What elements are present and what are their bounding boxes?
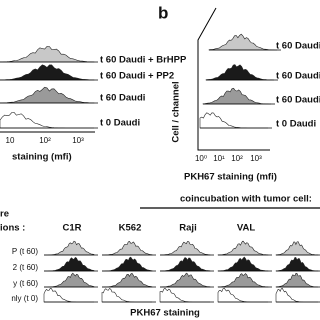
histogram bbox=[159, 287, 210, 303]
label: t 0 Daudi bbox=[100, 118, 140, 129]
side-title: re bbox=[0, 209, 9, 220]
axis-label: staining (mfi) bbox=[12, 152, 72, 163]
column-header: VAL bbox=[237, 223, 255, 234]
label: t 60 Daudi + BrHPP bbox=[100, 55, 187, 66]
histogram bbox=[217, 240, 269, 256]
tick-label: 10⁰ bbox=[195, 154, 207, 163]
histogram bbox=[202, 87, 271, 105]
histogram bbox=[275, 257, 319, 272]
histogram bbox=[102, 241, 153, 256]
histogram bbox=[217, 256, 269, 272]
column-header: C1R bbox=[62, 223, 81, 234]
panel-letter: b bbox=[158, 3, 168, 22]
row-label: y (t 60) bbox=[13, 279, 38, 288]
label: t 60 Daudi bbox=[276, 95, 320, 106]
histogram bbox=[0, 86, 95, 104]
label: t 60 Daudi + PP2 bbox=[100, 71, 174, 82]
histograms bbox=[0, 33, 320, 303]
histogram bbox=[0, 64, 95, 81]
histogram bbox=[217, 287, 268, 303]
side-title: ions : bbox=[0, 223, 25, 234]
label: t 60 Daudi bbox=[100, 93, 145, 104]
label: t 60 Daudi bbox=[276, 71, 320, 82]
histogram bbox=[275, 272, 319, 288]
row-label: 2 (t 60) bbox=[13, 263, 39, 272]
tick-label: 10³ bbox=[250, 154, 262, 163]
histogram bbox=[44, 257, 95, 272]
label: t 0 Daudi bbox=[276, 119, 316, 130]
column-header: Raji bbox=[179, 223, 196, 234]
histogram bbox=[101, 288, 152, 303]
axis-label: PKH67 staining (mfi) bbox=[184, 172, 277, 183]
tick-label: 10³ bbox=[72, 136, 84, 145]
histogram bbox=[0, 46, 95, 63]
histogram bbox=[275, 287, 318, 303]
axis-label: PKH67 staining bbox=[130, 308, 200, 319]
histogram bbox=[159, 257, 211, 272]
histogram bbox=[44, 272, 95, 288]
histogram bbox=[208, 33, 277, 51]
histogram bbox=[102, 272, 153, 288]
histogram bbox=[160, 272, 211, 288]
histogram bbox=[205, 64, 275, 81]
row-label: P (t 60) bbox=[12, 247, 38, 256]
axis-label: Cell / channel bbox=[171, 81, 182, 142]
row-label: nly (t 0) bbox=[11, 294, 38, 303]
histogram bbox=[0, 112, 94, 129]
tick-label: 10¹ bbox=[213, 154, 225, 163]
histogram bbox=[275, 241, 319, 256]
histogram bbox=[102, 256, 153, 272]
histogram bbox=[43, 287, 94, 303]
axis bbox=[197, 7, 270, 151]
header: coincubation with tumor cell: bbox=[180, 194, 312, 205]
histogram bbox=[199, 112, 268, 129]
histogram bbox=[217, 273, 269, 288]
tick-label: 10 bbox=[6, 136, 15, 145]
label: t 60 Daudi bbox=[276, 41, 320, 52]
histogram bbox=[44, 240, 95, 256]
column-header: K562 bbox=[119, 223, 142, 234]
tick-label: 10² bbox=[39, 136, 51, 145]
histogram bbox=[159, 241, 211, 256]
tick-label: 10² bbox=[231, 154, 243, 163]
